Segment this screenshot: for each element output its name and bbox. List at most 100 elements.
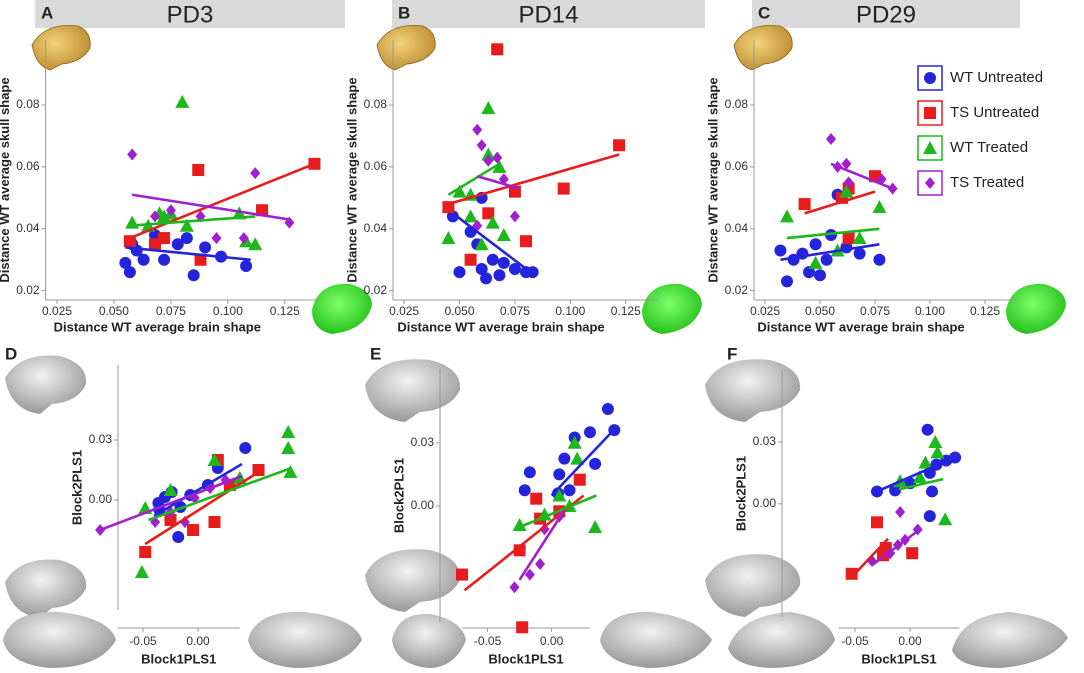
point xyxy=(516,621,529,634)
point xyxy=(524,568,535,581)
x-tick-label: 0.125 xyxy=(270,304,300,318)
point xyxy=(456,568,468,581)
point xyxy=(492,151,503,164)
point xyxy=(871,516,883,529)
y-tick-label: 0.06 xyxy=(364,159,388,173)
point xyxy=(207,453,222,466)
point xyxy=(803,266,815,279)
point xyxy=(256,204,269,217)
point xyxy=(472,123,483,136)
point xyxy=(584,426,596,439)
y-tick-label: 0.02 xyxy=(725,283,749,297)
y-axis-label: Distance WT average skull shape xyxy=(344,77,359,282)
point xyxy=(567,435,582,449)
skull-icon xyxy=(365,549,461,612)
panel-letter: D xyxy=(5,344,17,363)
point xyxy=(485,215,500,229)
point xyxy=(814,269,826,282)
trend-line xyxy=(550,427,617,497)
x-tick-label: 0.100 xyxy=(213,304,243,318)
x-tick-label: 0.075 xyxy=(860,304,890,318)
point xyxy=(889,484,902,497)
point xyxy=(446,210,459,223)
point xyxy=(918,455,933,469)
point xyxy=(613,139,626,152)
point xyxy=(928,435,943,449)
point xyxy=(149,210,160,223)
trend-line xyxy=(148,466,292,522)
point xyxy=(481,101,496,115)
trend-line xyxy=(898,477,944,491)
trend-line xyxy=(129,162,315,240)
skull-icon xyxy=(5,355,87,414)
point xyxy=(137,253,150,266)
point xyxy=(148,238,161,251)
point xyxy=(853,247,866,260)
panel: A PD3 0.025 0.050 0.075 0.100 0.125 0.02 0.04 0.0… xyxy=(0,1,321,334)
point xyxy=(774,244,787,257)
point xyxy=(475,263,488,276)
legend-label: TS Treated xyxy=(950,174,1024,191)
point xyxy=(570,451,585,465)
point xyxy=(820,253,833,266)
legend-marker xyxy=(924,107,936,119)
panel: F -0.05 0.00 0.00 0.03 Block1PLS1 Block2PLS1 xyxy=(727,344,962,666)
point xyxy=(496,228,511,241)
point xyxy=(192,164,205,176)
point xyxy=(239,442,252,454)
point xyxy=(497,256,510,269)
point xyxy=(780,209,794,223)
point xyxy=(463,209,478,223)
x-tick-label: 0.100 xyxy=(915,304,945,318)
point xyxy=(553,468,566,481)
trend-line xyxy=(452,212,532,274)
title-bars xyxy=(35,0,1020,28)
point xyxy=(826,133,836,146)
point xyxy=(476,139,487,152)
y-tick-label: 0.06 xyxy=(725,159,749,173)
legend-label: TS Untreated xyxy=(950,104,1039,121)
x-axis-label: Block1PLS1 xyxy=(861,651,936,666)
point xyxy=(453,266,466,279)
x-tick-label: 0.100 xyxy=(555,304,585,318)
point xyxy=(841,157,852,170)
y-tick-label: 0.08 xyxy=(364,97,388,111)
trend-line xyxy=(804,190,876,215)
trend-line xyxy=(780,243,880,262)
y-tick-label: 0.03 xyxy=(753,434,777,448)
panel-title: PD14 xyxy=(518,1,578,28)
legend-marker xyxy=(925,177,935,189)
point xyxy=(171,238,184,251)
point xyxy=(165,204,176,217)
point xyxy=(852,231,867,245)
point xyxy=(509,210,520,223)
y-axis-label: Distance WT average skull shape xyxy=(0,77,12,282)
point xyxy=(601,403,614,416)
point xyxy=(491,43,504,56)
point xyxy=(872,200,887,214)
point xyxy=(187,269,200,282)
point xyxy=(486,253,499,266)
trend-line xyxy=(830,162,894,190)
point xyxy=(493,269,506,282)
y-tick-label: 0.03 xyxy=(89,432,113,446)
x-tick-label: 0.050 xyxy=(805,304,835,318)
point xyxy=(526,266,539,279)
x-tick-label: 0.075 xyxy=(500,304,530,318)
point xyxy=(281,441,296,454)
point xyxy=(481,147,496,161)
x-axis-label: Distance WT average brain shape xyxy=(397,319,604,334)
point xyxy=(895,506,906,519)
point xyxy=(127,148,138,161)
x-tick-label: 0.00 xyxy=(186,634,210,648)
y-tick-label: 0.06 xyxy=(16,159,40,173)
x-tick-label: 0.025 xyxy=(42,304,72,318)
point xyxy=(912,470,927,484)
x-axis-label: Distance WT average brain shape xyxy=(54,319,261,334)
point xyxy=(211,232,222,245)
panel-letter: A xyxy=(41,3,53,22)
point xyxy=(921,423,934,436)
point xyxy=(158,253,171,266)
trend-line xyxy=(129,215,256,228)
point xyxy=(589,457,602,470)
